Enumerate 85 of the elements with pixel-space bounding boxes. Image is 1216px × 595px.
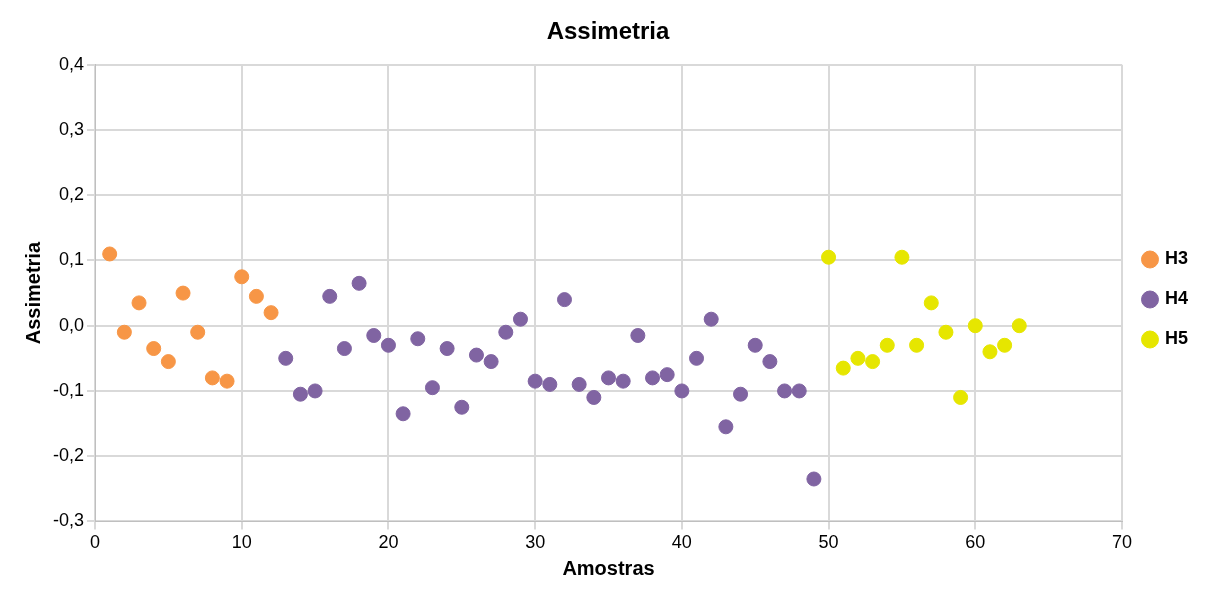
point	[307, 383, 323, 399]
point	[234, 269, 250, 285]
y-tick-label: 0,4	[58, 53, 85, 74]
point	[512, 311, 528, 327]
y-tick-label: -0,1	[52, 379, 85, 400]
point	[733, 386, 749, 402]
x-tick-label: 20	[378, 532, 399, 553]
legend-label: H5	[1164, 328, 1189, 349]
point	[674, 383, 690, 399]
point	[777, 383, 793, 399]
point	[821, 249, 837, 265]
point	[336, 341, 352, 357]
point	[527, 373, 543, 389]
point	[498, 324, 514, 340]
point	[322, 288, 338, 304]
point	[865, 354, 881, 370]
point	[571, 376, 587, 392]
point	[292, 386, 308, 402]
point	[879, 337, 895, 353]
x-tick-label: 60	[965, 532, 986, 553]
y-axis-title: Assimetria	[21, 241, 44, 345]
point	[953, 389, 969, 405]
point	[454, 399, 470, 415]
point	[410, 331, 426, 347]
point	[190, 324, 206, 340]
point	[850, 350, 866, 366]
point	[468, 347, 484, 363]
point	[351, 275, 367, 291]
y-tick-label: -0,3	[52, 510, 85, 531]
point	[894, 249, 910, 265]
x-tick-label: 40	[671, 532, 692, 553]
point	[483, 354, 499, 370]
point	[703, 311, 719, 327]
point	[791, 383, 807, 399]
point	[424, 380, 440, 396]
point	[380, 337, 396, 353]
point	[997, 337, 1013, 353]
x-tick-label: 10	[231, 532, 252, 553]
x-tick-label: 50	[818, 532, 839, 553]
point	[175, 285, 191, 301]
point	[762, 354, 778, 370]
point	[439, 341, 455, 357]
x-axis-title: Amostras	[562, 556, 655, 579]
chart-title: Assimetria	[546, 17, 671, 45]
point	[542, 376, 558, 392]
x-tick-label: 70	[1111, 532, 1133, 553]
point	[278, 350, 294, 366]
point	[556, 292, 572, 308]
point	[116, 324, 132, 340]
point	[263, 305, 279, 321]
y-tick-label: 0,3	[58, 119, 85, 139]
point	[806, 471, 822, 487]
legend-label: H4	[1164, 288, 1189, 309]
point	[248, 288, 264, 304]
point	[938, 324, 954, 340]
point	[102, 246, 118, 262]
point	[909, 337, 925, 353]
point	[204, 370, 220, 386]
point	[395, 406, 411, 422]
point	[601, 370, 616, 386]
point	[586, 389, 602, 405]
y-tick-label: -0,2	[52, 445, 85, 466]
x-tick-label: 30	[525, 532, 546, 553]
point	[982, 344, 998, 360]
point	[630, 328, 646, 343]
point	[923, 295, 939, 311]
point	[659, 367, 675, 383]
point	[689, 350, 705, 366]
legend-label: H3	[1164, 248, 1189, 269]
point	[718, 419, 734, 435]
y-tick-label: 0,0	[58, 314, 85, 335]
point	[131, 295, 147, 311]
point	[645, 370, 661, 386]
point	[967, 318, 983, 334]
point	[160, 354, 176, 370]
point	[219, 373, 235, 389]
x-tick-label: 0	[90, 532, 101, 553]
y-tick-label: 0,1	[58, 249, 85, 270]
point	[835, 360, 851, 376]
point	[615, 373, 631, 389]
point	[366, 328, 382, 343]
point	[1011, 318, 1027, 334]
point	[146, 341, 162, 357]
y-tick-label: 0,2	[58, 184, 85, 205]
point	[747, 337, 763, 353]
